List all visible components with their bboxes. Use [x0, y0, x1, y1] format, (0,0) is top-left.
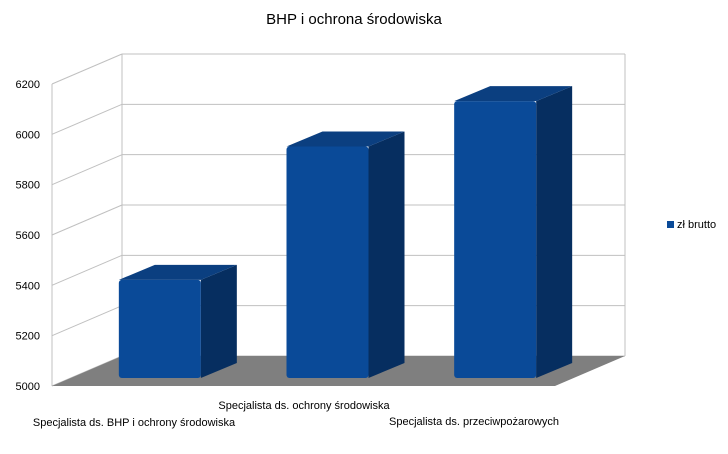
y-tick-label: 5800	[16, 180, 40, 192]
bar-1	[286, 131, 405, 378]
gridline-side	[51, 154, 123, 186]
y-tick-label: 5000	[16, 381, 40, 393]
bar-2	[454, 86, 573, 379]
bar-front-face	[454, 101, 537, 379]
x-axis-category-labels: Specjalista ds. BHP i ochrony środowiska…	[33, 400, 559, 429]
bar-side-face	[200, 264, 237, 378]
bar-top-face	[286, 131, 405, 147]
bar-side-face	[368, 131, 405, 378]
gridline-side	[51, 204, 123, 236]
bar-front-face	[286, 146, 369, 378]
x-category-label: Specjalista ds. ochrony środowiska	[218, 400, 390, 412]
legend-swatch	[667, 221, 674, 228]
gridline-side	[51, 103, 123, 135]
gridline-side	[51, 53, 123, 85]
y-tick-label: 6000	[16, 129, 40, 141]
legend: zł brutto	[667, 219, 716, 231]
chart-title: BHP i ochrona środowiska	[266, 11, 442, 28]
x-category-label: Specjalista ds. przeciwpożarowych	[389, 416, 559, 428]
bar-top-face	[454, 86, 573, 102]
bars	[118, 86, 573, 379]
gridline-side	[51, 254, 123, 286]
y-axis-tick-labels: 5000 5200 5400 5600 5800 6000 6200	[16, 79, 40, 393]
gridline-side	[51, 305, 123, 337]
bar-side-face	[536, 86, 573, 379]
y-tick-label: 6200	[16, 79, 40, 91]
x-category-label: Specjalista ds. BHP i ochrony środowiska	[33, 417, 236, 429]
bar-top-face	[118, 264, 237, 280]
bar-front-face	[118, 279, 201, 378]
bar-0	[118, 264, 237, 378]
y-tick-label: 5600	[16, 230, 40, 242]
y-tick-label: 5400	[16, 280, 40, 292]
legend-label: zł brutto	[677, 219, 716, 231]
y-tick-label: 5200	[16, 331, 40, 343]
